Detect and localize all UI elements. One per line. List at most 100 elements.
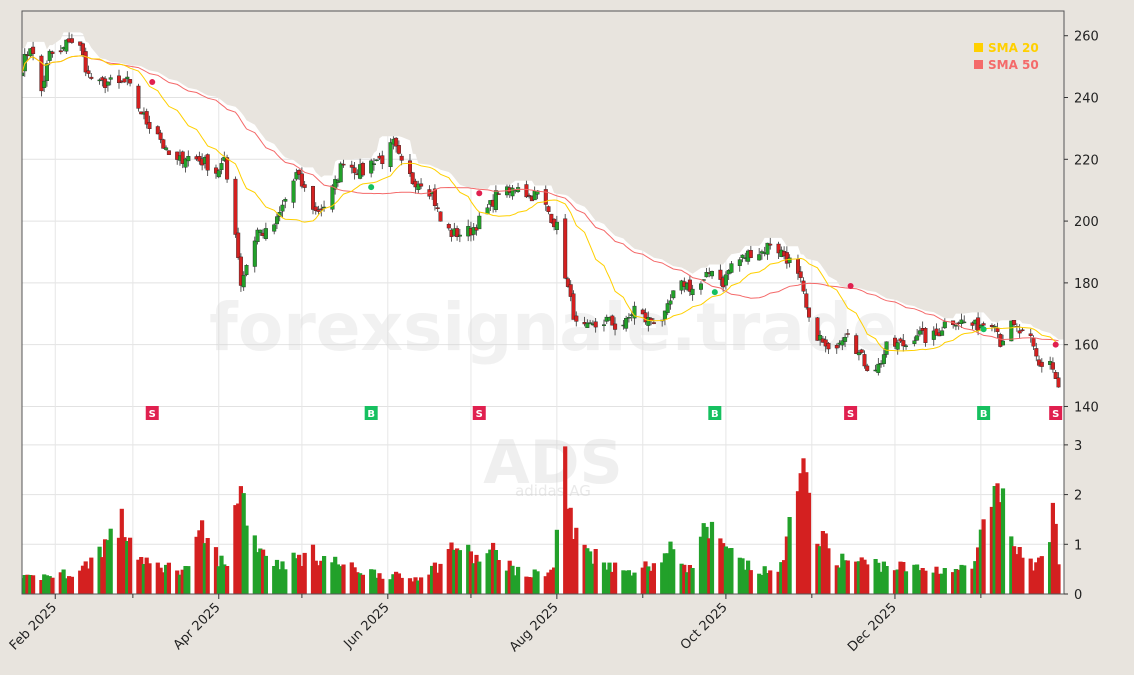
candle-body <box>435 207 440 210</box>
candle-body <box>687 279 692 292</box>
sell-signal-badge <box>472 406 486 420</box>
candle-body <box>915 335 920 341</box>
volume-bar <box>923 570 928 594</box>
buy-signal-badge <box>708 406 722 420</box>
candle-body <box>255 229 260 243</box>
volume-bar <box>879 571 884 594</box>
candle-body <box>893 337 898 347</box>
candle-body <box>904 345 909 347</box>
volume-bar <box>1009 536 1014 594</box>
volume-bar <box>1039 556 1044 594</box>
candle-body <box>962 321 967 324</box>
volume-bar <box>197 530 202 594</box>
candle-body <box>161 139 166 149</box>
candle-body <box>801 280 806 292</box>
candle-body <box>372 163 377 165</box>
signal-label: B <box>980 409 988 420</box>
volume-bar <box>776 571 781 594</box>
volume-bar <box>471 563 476 594</box>
candle-body <box>471 227 476 235</box>
candle-body <box>524 184 529 198</box>
volume-bar <box>97 546 102 594</box>
volume-bar <box>690 568 695 594</box>
volume-bar <box>787 517 792 594</box>
candle-body <box>613 323 618 330</box>
volume-bar <box>527 577 532 594</box>
volume-bar <box>200 520 205 594</box>
volume-bar <box>806 492 812 594</box>
volume-bar <box>976 547 981 594</box>
time-tick-label: Oct 2025 <box>678 600 731 653</box>
volume-bar <box>746 560 751 594</box>
volume-bar <box>64 578 69 594</box>
candle-body <box>205 154 210 171</box>
candle-body <box>940 330 945 336</box>
volume-bar <box>380 578 385 594</box>
volume-bar <box>917 570 922 594</box>
candle-body <box>330 185 335 210</box>
volume-bar <box>895 569 900 594</box>
candle-body <box>316 209 321 212</box>
volume-bar <box>44 575 49 594</box>
volume-bar <box>915 564 920 594</box>
candle-body <box>571 293 576 320</box>
volume-bar <box>704 526 709 594</box>
candle-body <box>275 216 280 225</box>
candle-body <box>1053 372 1058 379</box>
volume-bar <box>585 548 590 594</box>
candle-body <box>845 333 850 335</box>
volume-bar <box>419 577 424 594</box>
candle-body <box>563 218 568 279</box>
volume-bar <box>141 564 146 594</box>
volume-bar <box>277 569 282 594</box>
volume-bar <box>942 568 947 594</box>
legend: SMA 20 SMA 50 <box>974 41 1039 72</box>
candle-body <box>280 204 285 212</box>
volume-bar <box>299 566 304 594</box>
candle-body <box>122 78 127 83</box>
candle-body <box>881 354 886 365</box>
legend-swatch <box>974 43 983 52</box>
candle-body <box>998 334 1003 347</box>
volume-bar <box>876 562 881 594</box>
volume-bar <box>175 570 180 594</box>
volume-bar <box>737 557 742 594</box>
candle-body <box>496 193 501 195</box>
volume-bar <box>25 574 30 594</box>
watermark-ticker: ADS <box>483 428 622 498</box>
watermark-company: adidas AG <box>515 482 591 500</box>
candle-body <box>992 325 997 328</box>
volume-bar <box>58 572 63 594</box>
candle-body <box>374 159 379 162</box>
candle-body <box>136 85 141 109</box>
volume-bar <box>959 564 964 594</box>
volume-bar <box>601 562 607 594</box>
time-tick-label: Aug 2025 <box>507 600 562 655</box>
volume-bar <box>263 555 268 594</box>
candle-body <box>917 330 922 335</box>
volume-bar <box>698 536 704 594</box>
volume-bar <box>319 560 324 594</box>
candle-body <box>757 254 762 261</box>
volume-bar <box>843 560 848 594</box>
volume-bar <box>607 562 612 594</box>
volume-bar <box>410 581 415 594</box>
volume-bar <box>100 557 105 594</box>
candle-body <box>42 80 47 88</box>
candle-body <box>166 150 171 155</box>
candle-body <box>457 234 462 237</box>
volume-bar <box>765 573 770 594</box>
volume-bar <box>166 562 171 594</box>
sma-20-line <box>22 55 1059 352</box>
volume-bar <box>466 544 471 594</box>
volume-bar <box>901 562 906 594</box>
buy-signal-dot <box>368 184 375 191</box>
volume-bar <box>283 569 288 594</box>
volume-bar <box>338 566 343 594</box>
volume-bar <box>147 563 152 594</box>
candle-body <box>588 322 593 324</box>
volume-bar <box>804 472 809 594</box>
candle-body <box>796 259 801 274</box>
candle-body <box>834 345 839 349</box>
